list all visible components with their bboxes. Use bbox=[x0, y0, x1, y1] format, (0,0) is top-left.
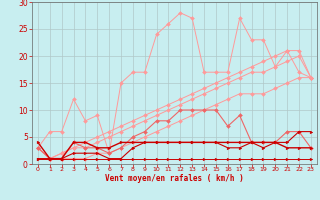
X-axis label: Vent moyen/en rafales ( km/h ): Vent moyen/en rafales ( km/h ) bbox=[105, 174, 244, 183]
